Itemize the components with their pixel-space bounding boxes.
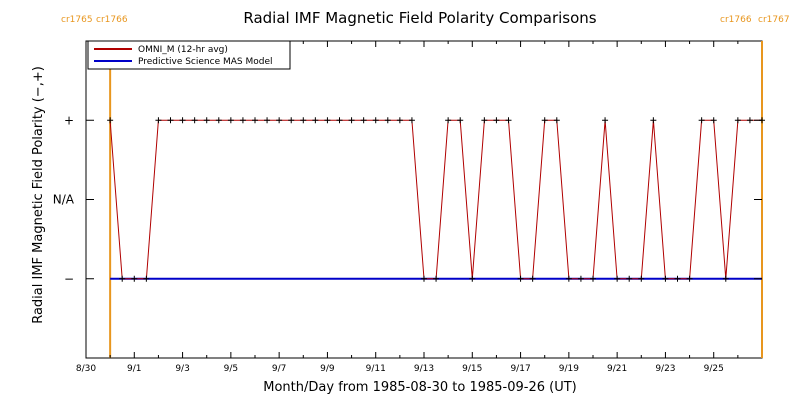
omni-data-point bbox=[155, 117, 162, 124]
omni-data-point bbox=[698, 117, 705, 124]
x-tick-label: 9/21 bbox=[607, 364, 627, 374]
axis-ticks: 8/30 9/1 9/3 9/5 9/7 9/9 9/11 9/13 9/15 9/17 9/19 9… bbox=[53, 41, 762, 374]
y-tick-label: − bbox=[64, 272, 74, 286]
omni-data-point bbox=[348, 117, 355, 124]
omni-data-point bbox=[300, 117, 307, 124]
omni-data-point bbox=[457, 117, 464, 124]
x-tick-label: 9/23 bbox=[655, 364, 675, 374]
omni-data-point bbox=[360, 117, 367, 124]
omni-data-point bbox=[481, 117, 488, 124]
omni-data-point bbox=[650, 117, 657, 124]
legend: OMNI_M (12-hr avg) Predictive Science MA… bbox=[87, 40, 291, 70]
omni-data-point bbox=[288, 117, 295, 124]
omni-data-point bbox=[614, 275, 621, 282]
omni-data-point bbox=[602, 117, 609, 124]
x-tick-label: 9/15 bbox=[462, 364, 482, 374]
x-tick-label: 9/11 bbox=[366, 364, 386, 374]
y-axis-label: Radial IMF Magnetic Field Polarity (−,+) bbox=[31, 66, 46, 324]
cr-label-right-1: cr1766 bbox=[720, 15, 752, 25]
x-tick-label: 9/19 bbox=[559, 364, 579, 374]
legend-label-omni: OMNI_M (12-hr avg) bbox=[138, 45, 228, 55]
omni-data-point bbox=[541, 117, 548, 124]
omni-data-point bbox=[384, 117, 391, 124]
x-tick-label: 9/17 bbox=[510, 364, 530, 374]
plot-frame bbox=[85, 40, 763, 359]
omni-data-point bbox=[746, 117, 753, 124]
omni-data-point bbox=[215, 117, 222, 124]
omni-data-point bbox=[107, 117, 114, 124]
x-tick-label: 9/25 bbox=[704, 364, 724, 374]
omni-data-point bbox=[505, 117, 512, 124]
legend-label-mas: Predictive Science MAS Model bbox=[138, 57, 273, 67]
legend-box bbox=[87, 40, 291, 70]
omni-data-point bbox=[324, 117, 331, 124]
omni-data-point bbox=[227, 117, 234, 124]
omni-data-point bbox=[252, 117, 258, 124]
x-tick-label: 8/30 bbox=[76, 364, 96, 374]
omni-data-point bbox=[590, 275, 596, 282]
omni-data-point bbox=[179, 117, 186, 124]
omni-data-point bbox=[445, 117, 452, 124]
omni-data-point bbox=[686, 275, 693, 282]
omni-data-point bbox=[167, 117, 174, 124]
omni-data-point bbox=[734, 117, 741, 124]
omni-data-point bbox=[131, 275, 138, 282]
x-tick-label: 9/7 bbox=[272, 364, 286, 374]
plot-area bbox=[85, 40, 763, 359]
x-tick-label: 9/1 bbox=[127, 364, 141, 374]
cr-label-right-2: cr1767 bbox=[758, 15, 790, 25]
cr-label-left-2: cr1766 bbox=[96, 15, 128, 25]
omni-data-point bbox=[264, 117, 271, 124]
omni-data-point bbox=[638, 275, 645, 282]
omni-data-point bbox=[517, 275, 524, 282]
omni-data-point bbox=[565, 275, 572, 282]
omni-data-point bbox=[529, 275, 536, 282]
cr-label-left-1: cr1765 bbox=[61, 15, 93, 25]
omni-data-point bbox=[626, 275, 633, 282]
x-tick-label: 9/13 bbox=[414, 364, 434, 374]
omni-data-point bbox=[469, 275, 476, 282]
omni-data-point bbox=[203, 117, 210, 124]
omni-data-point bbox=[276, 117, 283, 124]
x-tick-label: 9/5 bbox=[224, 364, 238, 374]
omni-data-point bbox=[421, 275, 427, 282]
omni-data-point bbox=[396, 117, 403, 124]
x-tick-label: 9/3 bbox=[175, 364, 189, 374]
chart-title: Radial IMF Magnetic Field Polarity Compa… bbox=[243, 9, 596, 27]
omni-data-point bbox=[408, 117, 415, 124]
omni-data-point bbox=[372, 117, 379, 124]
omni-data-point bbox=[722, 275, 729, 282]
omni-data-point bbox=[553, 117, 560, 124]
omni-data-point bbox=[143, 275, 150, 282]
omni-data-point bbox=[119, 275, 126, 282]
omni-data-point bbox=[312, 117, 319, 124]
series-lines bbox=[107, 117, 765, 282]
y-tick-label: N/A bbox=[53, 193, 75, 207]
omni-data-point bbox=[336, 117, 343, 124]
x-axis-label: Month/Day from 1985-08-30 to 1985-09-26 … bbox=[263, 380, 576, 395]
y-tick-label: + bbox=[64, 113, 74, 127]
x-tick-label: 9/9 bbox=[320, 364, 335, 374]
carrington-markers bbox=[109, 41, 763, 358]
omni-data-point bbox=[577, 275, 584, 282]
omni-data-point bbox=[493, 117, 500, 124]
omni-data-point bbox=[710, 117, 717, 124]
omni-data-point bbox=[662, 275, 669, 282]
omni-data-point bbox=[191, 117, 198, 124]
omni-data-point bbox=[674, 275, 681, 282]
omni-data-point bbox=[239, 117, 246, 124]
omni-data-point bbox=[433, 275, 440, 282]
series-line-omni bbox=[109, 119, 762, 280]
